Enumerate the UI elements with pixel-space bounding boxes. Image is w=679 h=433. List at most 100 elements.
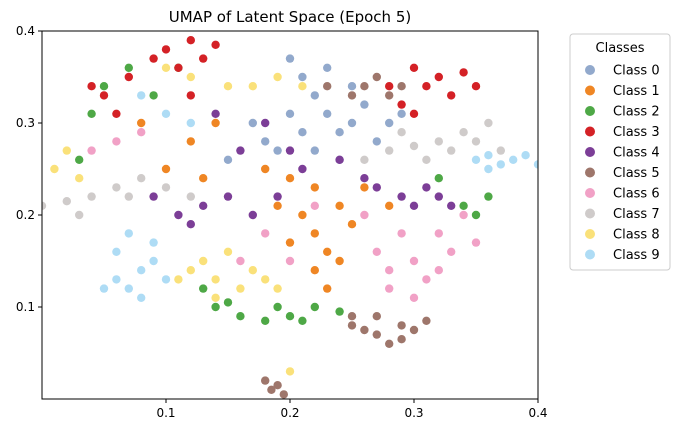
legend-label-4: Class 4 [613,146,660,161]
point-class-0-4 [335,128,344,137]
point-class-9-8 [149,238,158,247]
point-class-4-12 [236,146,245,155]
point-class-6-18 [360,210,369,220]
point-class-7-10 [484,118,493,128]
point-class-7-13 [471,137,481,146]
point-class-9-5 [149,256,158,266]
point-class-6-6 [447,247,456,256]
point-class-2-19 [75,155,84,164]
point-class-4-1 [199,201,208,210]
point-class-9-9 [137,293,146,302]
x-tick-label: 0.3 [404,406,423,420]
point-class-0-9 [273,146,282,155]
legend-label-9: Class 9 [613,248,660,263]
point-class-7-15 [397,128,406,137]
point-class-1-13 [199,174,208,183]
point-class-1-17 [335,256,344,266]
series-5 [261,72,431,399]
point-class-7-18 [496,146,505,155]
point-class-7-1 [62,197,71,206]
point-class-2-10 [87,109,96,119]
legend-label-1: Class 1 [613,84,660,99]
point-class-6-17 [87,146,96,155]
point-class-2-16 [471,210,481,220]
point-class-0-17 [223,155,233,164]
point-class-8-0 [186,266,195,275]
point-class-8-18 [285,367,295,376]
point-class-7-3 [112,183,121,192]
point-class-4-5 [397,192,406,201]
point-class-5-2 [372,330,381,339]
point-class-0-13 [385,118,394,128]
point-class-5-17 [273,381,282,390]
point-class-7-17 [75,210,84,220]
point-class-8-15 [62,146,71,155]
point-class-0-16 [397,109,406,119]
point-class-0-14 [323,63,332,72]
point-class-0-5 [347,118,357,128]
point-class-9-1 [124,284,133,293]
x-tick-label: 0.4 [528,406,547,420]
y-tick-label: 0.2 [16,208,35,222]
point-class-9-0 [112,275,121,284]
point-class-7-9 [459,128,468,137]
point-class-1-2 [323,247,332,256]
point-class-2-18 [434,174,443,183]
legend-marker-7 [585,208,595,219]
point-class-3-18 [112,109,121,119]
point-class-6-16 [112,137,121,146]
point-class-7-4 [137,174,146,183]
legend-marker-2 [585,106,595,116]
point-class-1-14 [261,164,270,174]
point-class-3-3 [174,63,183,72]
point-class-5-6 [422,316,431,325]
point-class-9-7 [161,275,171,284]
point-class-7-11 [422,155,431,164]
series-1 [137,118,394,293]
point-class-8-10 [186,72,195,82]
point-class-6-7 [385,284,394,293]
series-3 [87,36,481,119]
legend-label-2: Class 2 [613,105,660,120]
point-class-2-15 [459,201,468,210]
point-class-6-19 [434,266,443,275]
point-class-2-17 [484,192,493,201]
point-class-3-13 [397,100,406,109]
point-class-3-10 [434,72,443,82]
legend-label-8: Class 8 [613,228,660,243]
point-class-1-15 [310,183,319,192]
series-0 [223,54,406,164]
point-class-6-10 [471,238,481,247]
point-class-9-15 [533,160,538,169]
point-class-2-7 [223,298,233,307]
point-class-0-15 [347,82,357,91]
point-class-4-19 [273,192,282,201]
point-class-9-4 [124,229,133,238]
point-class-7-8 [434,137,443,146]
point-class-9-6 [99,284,109,293]
legend-label-0: Class 0 [613,64,660,79]
series-8 [50,63,307,376]
series-2 [75,63,493,325]
point-class-6-2 [409,256,419,266]
legend-label-6: Class 6 [613,187,660,202]
point-class-6-14 [310,201,319,210]
y-tick-label: 0.3 [16,116,35,130]
point-class-3-19 [385,82,394,91]
legend-marker-6 [585,188,595,198]
point-class-3-16 [149,54,158,63]
axis-ticks: 0.1 0.2 0.3 0.4 0.1 0.2 0.3 0.4 [16,24,548,420]
point-class-1-1 [310,229,319,238]
legend-box [569,33,671,271]
point-class-6-8 [409,293,419,302]
legend-items: Class 0 Class 1 Class 2 Class 3 Class 4 Class… [585,64,660,263]
point-class-4-14 [261,118,270,128]
point-class-1-0 [298,210,307,220]
points-layer [42,36,538,399]
point-class-2-13 [149,91,158,100]
point-class-3-15 [471,82,481,91]
point-class-5-9 [347,321,357,330]
point-class-4-17 [149,192,158,201]
point-class-0-19 [298,128,307,137]
